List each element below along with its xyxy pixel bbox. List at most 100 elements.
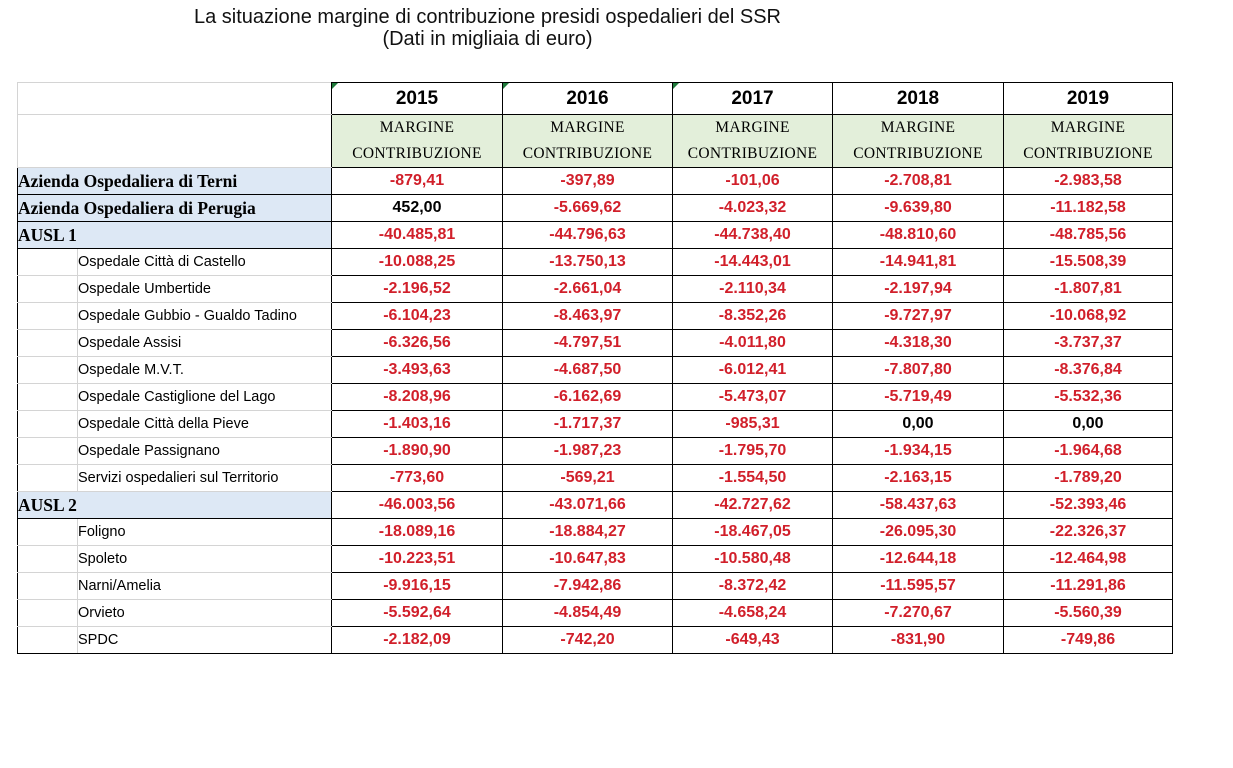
group-label: AUSL 2 bbox=[17, 491, 78, 519]
margin-table: 2015 2016 2017 2018 2019 MARGINE CONTRIBU… bbox=[17, 82, 1173, 654]
value-cell-2015: -5.592,64 bbox=[331, 599, 503, 627]
indent-cell bbox=[17, 626, 78, 654]
value-cell-2016: -2.661,04 bbox=[502, 275, 673, 303]
table-row: Ospedale Umbertide -2.196,52 -2.661,04 -2.1… bbox=[17, 275, 1173, 303]
value-cell-2017: -1.795,70 bbox=[672, 437, 833, 465]
value-cell-2018: -14.941,81 bbox=[832, 248, 1004, 276]
indent-cell bbox=[17, 599, 78, 627]
value-cell-2019: -15.508,39 bbox=[1003, 248, 1173, 276]
metric-header: MARGINE CONTRIBUZIONE bbox=[832, 114, 1004, 168]
value-cell-2019: -11.182,58 bbox=[1003, 194, 1173, 222]
value-cell-2016: -7.942,86 bbox=[502, 572, 673, 600]
value-cell-2016: -1.987,23 bbox=[502, 437, 673, 465]
sub-row-label: Servizi ospedalieri sul Territorio bbox=[77, 464, 332, 492]
value-cell-2016: -397,89 bbox=[502, 167, 673, 195]
value-cell-2016: -13.750,13 bbox=[502, 248, 673, 276]
value-cell-2018: -831,90 bbox=[832, 626, 1004, 654]
page-title: La situazione margine di contribuzione p… bbox=[0, 6, 975, 50]
metric-header-row: MARGINE CONTRIBUZIONE MARGINE CONTRIBUZION… bbox=[17, 114, 1173, 168]
year-2017-header: 2017 bbox=[672, 82, 833, 115]
value-cell-2019: -10.068,92 bbox=[1003, 302, 1173, 330]
indent-cell bbox=[17, 437, 78, 465]
table-row: Ospedale Passignano -1.890,90 -1.987,23 -1.… bbox=[17, 437, 1173, 465]
value-cell-2019: -5.532,36 bbox=[1003, 383, 1173, 411]
metric-header: MARGINE CONTRIBUZIONE bbox=[502, 114, 673, 168]
value-cell-2015: -8.208,96 bbox=[331, 383, 503, 411]
value-cell-2017: -5.473,07 bbox=[672, 383, 833, 411]
table-row: Foligno -18.089,16 -18.884,27 -18.467,05 -26… bbox=[17, 518, 1173, 546]
value-cell-2017: -985,31 bbox=[672, 410, 833, 438]
value-cell-2017: -4.658,24 bbox=[672, 599, 833, 627]
value-cell-2015: -10.223,51 bbox=[331, 545, 503, 573]
value-cell-2018: -11.595,57 bbox=[832, 572, 1004, 600]
value-cell-2015: -10.088,25 bbox=[331, 248, 503, 276]
value-cell-2018: -7.270,67 bbox=[832, 599, 1004, 627]
value-cell-2019: -1.807,81 bbox=[1003, 275, 1173, 303]
value-cell-2015: -3.493,63 bbox=[331, 356, 503, 384]
sub-row-label: SPDC bbox=[77, 626, 332, 654]
title-line-1: La situazione margine di contribuzione p… bbox=[193, 6, 781, 28]
blank-cell bbox=[77, 82, 332, 115]
value-cell-2018: -12.644,18 bbox=[832, 545, 1004, 573]
indent-cell bbox=[17, 329, 78, 357]
value-cell-2015: -2.196,52 bbox=[331, 275, 503, 303]
table-row: Ospedale Castiglione del Lago -8.208,96 -6… bbox=[17, 383, 1173, 411]
value-cell-2019: -22.326,37 bbox=[1003, 518, 1173, 546]
value-cell-2016: -5.669,62 bbox=[502, 194, 673, 222]
blank-cell bbox=[17, 82, 78, 115]
value-cell-2018: -48.810,60 bbox=[832, 221, 1004, 249]
table-row: Azienda Ospedaliera di Perugia 452,00 -5.6… bbox=[17, 194, 1173, 222]
sub-row-label: Ospedale Castiglione del Lago bbox=[77, 383, 332, 411]
indent-cell bbox=[17, 356, 78, 384]
title-line-2: (Dati in migliaia di euro) bbox=[382, 28, 593, 50]
year-2016-header: 2016 bbox=[502, 82, 673, 115]
value-cell-2018: -9.727,97 bbox=[832, 302, 1004, 330]
metric-header: MARGINE CONTRIBUZIONE bbox=[672, 114, 833, 168]
value-cell-2018: -2.708,81 bbox=[832, 167, 1004, 195]
table-row: Azienda Ospedaliera di Terni -879,41 -397,… bbox=[17, 167, 1173, 195]
value-cell-2016: -8.463,97 bbox=[502, 302, 673, 330]
value-cell-2017: -649,43 bbox=[672, 626, 833, 654]
table-row: Ospedale M.V.T. -3.493,63 -4.687,50 -6.012,… bbox=[17, 356, 1173, 384]
year-2018-header: 2018 bbox=[832, 82, 1004, 115]
value-cell-2019: -12.464,98 bbox=[1003, 545, 1173, 573]
value-cell-2017: -1.554,50 bbox=[672, 464, 833, 492]
sub-row-label: Ospedale Gubbio - Gualdo Tadino bbox=[77, 302, 332, 330]
value-cell-2018: -26.095,30 bbox=[832, 518, 1004, 546]
indent-cell bbox=[17, 464, 78, 492]
value-cell-2018: -1.934,15 bbox=[832, 437, 1004, 465]
year-2019-header: 2019 bbox=[1003, 82, 1173, 115]
group-label-fill bbox=[77, 221, 332, 249]
value-cell-2015: -6.326,56 bbox=[331, 329, 503, 357]
metric-header: MARGINE CONTRIBUZIONE bbox=[331, 114, 503, 168]
value-cell-2015: -9.916,15 bbox=[331, 572, 503, 600]
value-cell-2019: -52.393,46 bbox=[1003, 491, 1173, 519]
value-cell-2017: -8.372,42 bbox=[672, 572, 833, 600]
value-cell-2018: -2.163,15 bbox=[832, 464, 1004, 492]
value-cell-2015: -40.485,81 bbox=[331, 221, 503, 249]
value-cell-2018: -58.437,63 bbox=[832, 491, 1004, 519]
row-label: Azienda Ospedaliera di Terni bbox=[17, 167, 332, 195]
value-cell-2015: 452,00 bbox=[331, 194, 503, 222]
value-cell-2017: -42.727,62 bbox=[672, 491, 833, 519]
value-cell-2018: -9.639,80 bbox=[832, 194, 1004, 222]
value-cell-2019: -1.789,20 bbox=[1003, 464, 1173, 492]
table-row: Spoleto -10.223,51 -10.647,83 -10.580,48 -12… bbox=[17, 545, 1173, 573]
value-cell-2015: -46.003,56 bbox=[331, 491, 503, 519]
value-cell-2019: -5.560,39 bbox=[1003, 599, 1173, 627]
value-cell-2019: -11.291,86 bbox=[1003, 572, 1173, 600]
sub-row-label: Ospedale Passignano bbox=[77, 437, 332, 465]
table-row: AUSL 2 -46.003,56 -43.071,66 -42.727,62 -58.… bbox=[17, 491, 1173, 519]
sub-row-label: Ospedale Città della Pieve bbox=[77, 410, 332, 438]
value-cell-2016: -43.071,66 bbox=[502, 491, 673, 519]
table-row: Ospedale Gubbio - Gualdo Tadino -6.104,23… bbox=[17, 302, 1173, 330]
indent-cell bbox=[17, 302, 78, 330]
value-cell-2019: 0,00 bbox=[1003, 410, 1173, 438]
blank-cell bbox=[77, 114, 332, 168]
value-cell-2015: -18.089,16 bbox=[331, 518, 503, 546]
sub-row-label: Ospedale Umbertide bbox=[77, 275, 332, 303]
value-cell-2019: -48.785,56 bbox=[1003, 221, 1173, 249]
indent-cell bbox=[17, 572, 78, 600]
value-cell-2016: -10.647,83 bbox=[502, 545, 673, 573]
value-cell-2016: -4.854,49 bbox=[502, 599, 673, 627]
